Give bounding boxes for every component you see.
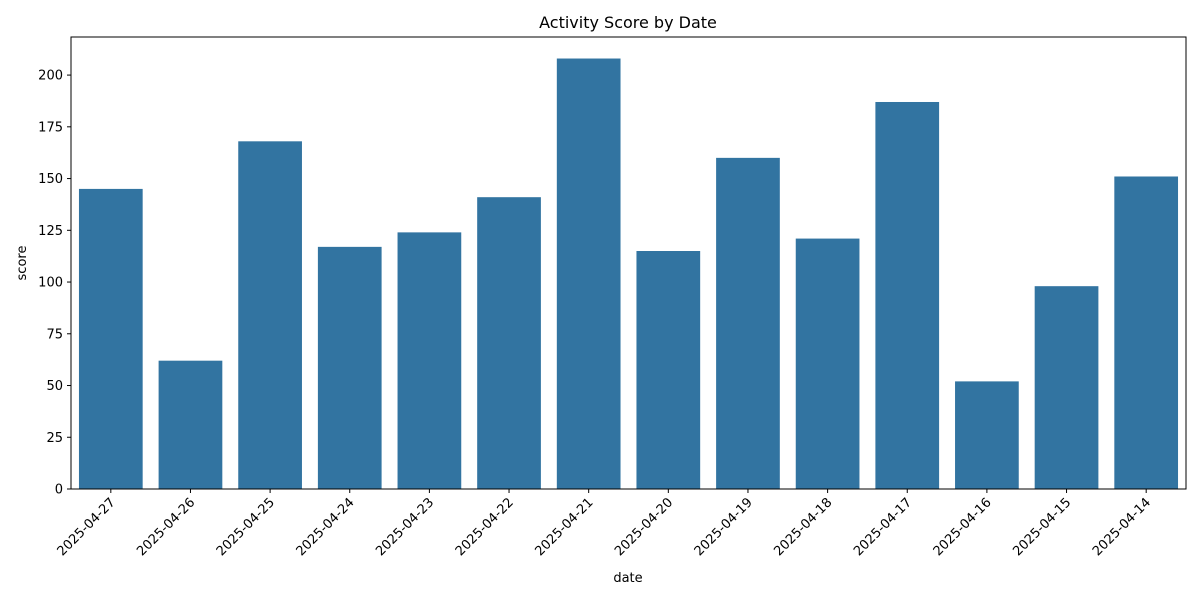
bar-2025-04-25	[238, 141, 302, 489]
bars-layer	[78, 58, 1179, 490]
y-tick-label: 75	[46, 327, 63, 342]
x-tick-label: 2025-04-21	[532, 495, 596, 559]
bar-2025-04-18	[795, 238, 860, 489]
x-tick-label: 2025-04-18	[771, 495, 835, 559]
x-axis: 2025-04-27 2025-04-26 2025-04-25 2025-04-24…	[55, 489, 1154, 559]
x-tick-label: 2025-04-16	[931, 495, 995, 559]
bar-2025-04-19	[716, 157, 780, 490]
y-tick-label: 25	[46, 431, 63, 446]
y-axis: 0 25 50 75 100 125 150 175 200	[38, 69, 71, 498]
bar-2025-04-27	[78, 188, 143, 489]
x-tick-label: 2025-04-24	[294, 495, 358, 559]
x-tick-label: 2025-04-27	[55, 495, 119, 559]
x-tick-label: 2025-04-25	[214, 495, 278, 559]
y-tick-label: 0	[55, 483, 63, 498]
chart-title: Activity Score by Date	[539, 13, 717, 32]
x-tick-label: 2025-04-20	[612, 495, 676, 559]
plot-frame	[70, 36, 1187, 490]
bar-2025-04-15	[1034, 286, 1099, 489]
bar-2025-04-26	[158, 360, 223, 489]
bar-2025-04-22	[477, 197, 541, 489]
y-tick-label: 100	[38, 276, 63, 291]
x-tick-label: 2025-04-19	[692, 495, 756, 559]
x-axis-label: date	[613, 571, 642, 586]
bar-2025-04-14	[1114, 176, 1179, 490]
x-tick-label: 2025-04-22	[453, 495, 517, 559]
x-tick-label: 2025-04-17	[851, 495, 915, 559]
x-tick-label: 2025-04-26	[134, 495, 198, 559]
y-tick-label: 150	[38, 172, 63, 187]
y-tick-label: 175	[38, 120, 63, 135]
bar-2025-04-20	[636, 251, 701, 489]
bar-2025-04-21	[556, 58, 621, 490]
x-tick-label: 2025-04-23	[373, 495, 437, 559]
y-tick-label: 50	[46, 379, 63, 394]
bar-2025-04-24	[317, 246, 382, 489]
x-tick-label: 2025-04-14	[1090, 495, 1154, 559]
y-axis-label: score	[15, 246, 30, 281]
bar-2025-04-23	[397, 232, 462, 489]
x-tick-label: 2025-04-15	[1010, 495, 1074, 559]
y-tick-label: 125	[38, 224, 63, 239]
bar-2025-04-16	[955, 381, 1019, 489]
bar-2025-04-17	[875, 101, 940, 490]
y-tick-label: 200	[38, 69, 63, 84]
